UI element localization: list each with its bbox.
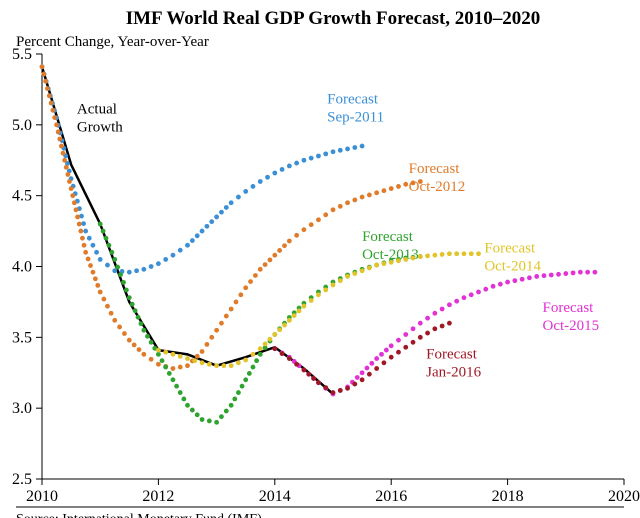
y-tick-label: 5.5 — [12, 46, 32, 63]
series-label-actual: Growth — [77, 120, 123, 136]
y-tick-label: 2.5 — [12, 471, 32, 488]
source-note: Source: International Monetary Fund (IMF… — [16, 512, 265, 518]
series-label-jan2016: Jan-2016 — [426, 365, 481, 381]
series-label-oct2013: Forecast — [362, 229, 414, 245]
series-label-actual: Actual — [77, 102, 117, 118]
series-label-oct2015: Forecast — [543, 300, 595, 316]
y-tick-label: 3.5 — [12, 329, 32, 346]
series-label-oct2012: Oct-2012 — [409, 179, 466, 195]
series-label-sep2011: Forecast — [327, 92, 379, 108]
chart-container: IMF World Real GDP Growth Forecast, 2010… — [0, 0, 640, 518]
series-label-oct2012: Forecast — [409, 161, 461, 177]
y-axis-title: Percent Change, Year-over-Year — [16, 34, 209, 50]
y-tick-label: 4.5 — [12, 188, 32, 205]
x-tick-label: 2018 — [492, 488, 524, 505]
series-label-oct2014: Forecast — [484, 240, 536, 256]
y-tick-label: 5.0 — [12, 117, 32, 134]
chart-title: IMF World Real GDP Growth Forecast, 2010… — [126, 8, 541, 29]
x-tick-label: 2012 — [142, 488, 174, 505]
x-tick-label: 2016 — [375, 488, 407, 505]
series-label-jan2016: Forecast — [426, 347, 478, 363]
series-label-oct2014: Oct-2014 — [484, 258, 541, 274]
y-tick-label: 3.0 — [12, 400, 32, 417]
x-tick-label: 2020 — [608, 488, 640, 505]
series-label-sep2011: Sep-2011 — [327, 110, 384, 126]
x-tick-label: 2014 — [259, 488, 291, 505]
x-tick-label: 2010 — [26, 488, 58, 505]
y-tick-label: 4.0 — [12, 259, 32, 276]
series-label-oct2015: Oct-2015 — [543, 318, 600, 334]
line-chart: IMF World Real GDP Growth Forecast, 2010… — [0, 0, 640, 518]
